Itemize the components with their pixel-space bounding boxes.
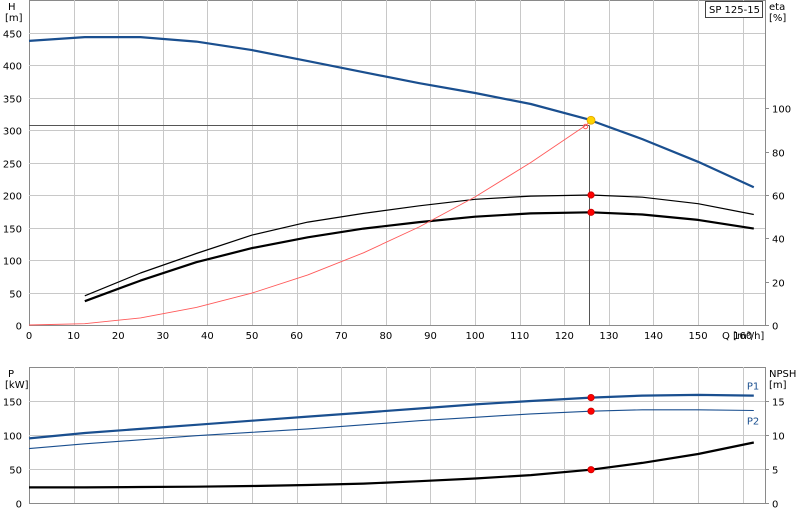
x-axis: 0 10 20 30 40 50 60 70 80 90 100 110 120 130 140 150 160… [26,331,765,342]
y-left-tick-label: 350 [3,95,22,106]
operating-point-marker [587,208,595,216]
y-right-tick-label: 0 [772,322,778,333]
y-right-tick-label: 20 [772,279,785,290]
y-right-tick-label: 0 [772,500,778,511]
y-left-tick-label: 100 [3,432,22,443]
series-line [28,119,592,326]
x-tick-label: 30 [156,331,169,342]
operating-point-marker [586,115,596,125]
y-right-tick-label: 80 [772,149,785,160]
y-left-tick-label: 450 [3,30,22,41]
operating-point-marker [587,191,595,199]
x-tick-label: 0 [26,331,32,342]
x-tick-label: 130 [599,331,618,342]
x-tick-label: 40 [201,331,214,342]
y-left-tick-label: 100 [3,257,22,268]
y-right-axis-unit: [%] [769,13,786,24]
y-left-tick-label: 150 [3,225,22,236]
y-left-axis-title: P [8,369,14,380]
x-tick-label: 160 [733,331,752,342]
x-tick-label: 80 [379,331,392,342]
y-right-tick-label: 15 [772,398,785,409]
x-tick-label: 20 [112,331,125,342]
y-right-tick-label: 40 [772,235,785,246]
y-left-tick-label: 300 [3,127,22,138]
y-left-tick-label: 50 [9,466,22,477]
y-left-axis-title: H [8,2,16,13]
operating-point-marker [587,393,595,402]
series-line-p1 [28,393,754,440]
y-left-tick-label: 0 [16,322,22,333]
x-tick-label: 10 [67,331,80,342]
plot-panel-2: 0 50 100 150 0 5 10 15 P[kW] NPSH[m] P1 P2 [3,367,796,511]
x-tick-label: 50 [246,331,259,342]
y-left-tick-label: 200 [3,192,22,203]
series-line [84,194,754,297]
x-tick-label: 120 [555,331,574,342]
x-axis-title: Q [m³/h] [722,331,764,342]
y-left-tick-label: 150 [3,398,22,409]
operating-point-marker [587,466,595,474]
chart-title: SP 125-15 [709,5,760,16]
x-tick-label: 100 [466,331,485,342]
y-right-axis-unit: [m] [769,380,787,391]
x-tick-label: 70 [335,331,348,342]
series-line-p2 [28,409,754,450]
y-left-tick-label: 50 [9,290,22,301]
operating-point-marker [587,407,595,415]
x-tick-label: 140 [644,331,663,342]
y-right-axis-title: eta [769,2,785,13]
x-tick-label: 150 [689,331,708,342]
title-box [705,1,763,18]
y-left-tick-label: 400 [3,62,22,73]
y-right-axis-title: NPSH [769,369,796,380]
y-left-tick-label: 0 [16,500,22,511]
x-tick-label: 110 [510,331,529,342]
series-label-p1: P1 [747,382,759,393]
y-right-tick-label: 100 [772,105,791,116]
y-right-tick-label: 60 [772,192,785,203]
y-left-tick-label: 250 [3,160,22,171]
series-label-p2: P2 [747,417,759,428]
y-left-axis-unit: [m] [5,13,23,24]
plot-panel-1: 0 50 100 150 200 250 300 350 400 450 0 20 40 60 80 100 H… [3,0,791,333]
y-right-tick-label: 5 [772,466,778,477]
series-line [29,441,755,489]
x-tick-label: 60 [290,331,303,342]
series-line [84,211,754,303]
x-tick-label: 90 [424,331,437,342]
y-right-tick-label: 10 [772,432,785,443]
y-left-axis-unit: [kW] [5,380,29,391]
series-line [28,36,755,189]
